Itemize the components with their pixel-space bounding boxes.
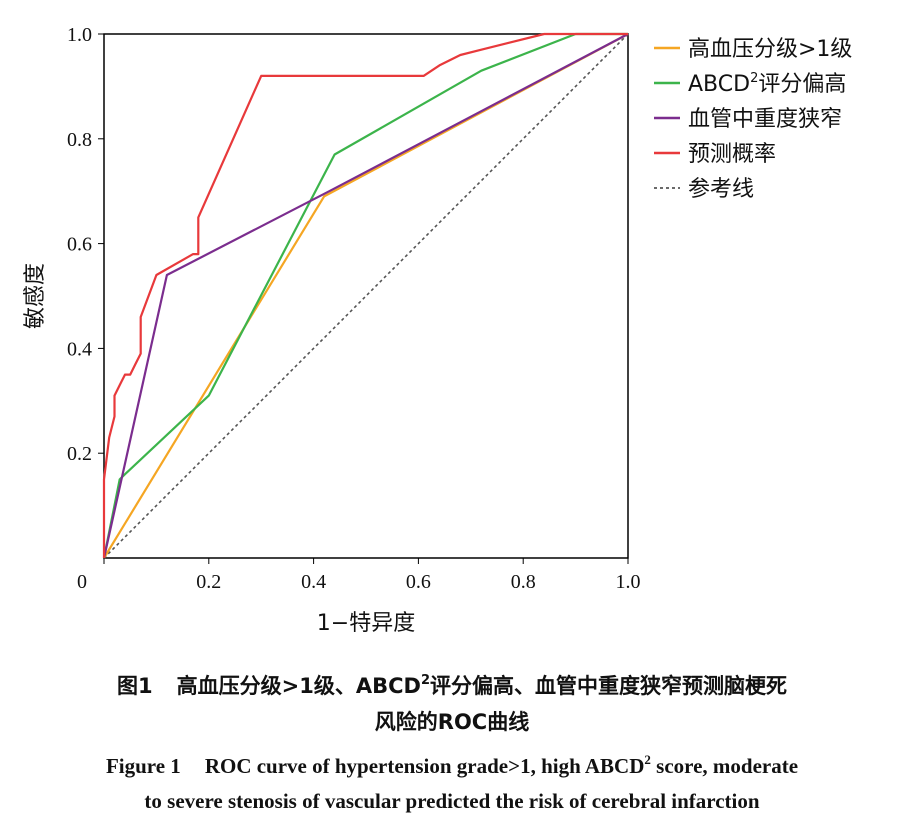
y-tick-label: 0.2 bbox=[67, 443, 92, 465]
series-line-0 bbox=[103, 33, 629, 559]
caption-en-text-b: score, moderate bbox=[650, 754, 799, 779]
caption-en-label: Figure 1 bbox=[105, 754, 181, 779]
caption-en-sup: 2 bbox=[644, 752, 651, 767]
caption-zh-text-a: 高血压分级>1级、ABCD bbox=[176, 674, 421, 698]
y-tick-label: 1.0 bbox=[67, 24, 92, 46]
y-axis-title: 敏感度 bbox=[23, 263, 48, 329]
caption-zh-label: 图1 bbox=[117, 674, 153, 698]
series-line-3 bbox=[102, 32, 628, 558]
y-tick-label: 0.4 bbox=[67, 338, 92, 360]
legend-label-4: 参考线 bbox=[688, 177, 754, 202]
caption-zh-line2: 风险的ROC曲线 bbox=[0, 706, 904, 736]
legend-label-2: 血管中重度狭窄 bbox=[688, 107, 842, 132]
series-layer bbox=[102, 32, 629, 559]
legend-label-3: 预测概率 bbox=[688, 142, 776, 167]
roc-chart: 0 0.2 0.4 0.6 0.8 1.0 0.2 0.4 0.6 0.8 1.0 敏感度 1−特异… bbox=[23, 24, 852, 636]
x-tick-label: 0.8 bbox=[511, 571, 536, 593]
caption-zh-line1: 图1 高血压分级>1级、ABCD2评分偏高、血管中重度狭窄预测脑梗死 bbox=[0, 670, 904, 700]
series-line-4 bbox=[103, 33, 629, 559]
series-line-2 bbox=[102, 33, 629, 559]
caption-zh-text-b: 评分偏高、血管中重度狭窄预测脑梗死 bbox=[430, 674, 787, 698]
y-tick-label: 0.8 bbox=[67, 129, 92, 151]
caption-en-text-c: to severe stenosis of vascular predicted… bbox=[144, 789, 760, 813]
caption-en-line1: Figure 1 ROC curve of hypertension grade>… bbox=[0, 752, 904, 779]
x-tick-label: 1.0 bbox=[616, 571, 641, 593]
x-tick-label: 0.2 bbox=[196, 571, 221, 593]
caption-zh-text-c: 风险的ROC曲线 bbox=[374, 710, 530, 734]
series-line-1 bbox=[102, 32, 628, 559]
legend-label-0: 高血压分级>1级 bbox=[688, 37, 852, 62]
x-tick-label: 0 bbox=[77, 571, 87, 593]
plot-area: 0 0.2 0.4 0.6 0.8 1.0 0.2 0.4 0.6 0.8 1.0 bbox=[67, 24, 641, 593]
x-axis-title: 1−特异度 bbox=[317, 611, 415, 636]
plot-frame bbox=[103, 33, 629, 559]
caption-en-text-a: ROC curve of hypertension grade>1, high … bbox=[204, 754, 645, 779]
y-tick-label: 0.6 bbox=[67, 234, 92, 256]
caption-en-line2: to severe stenosis of vascular predicted… bbox=[0, 789, 904, 814]
tick-layer: 0 0.2 0.4 0.6 0.8 1.0 0.2 0.4 0.6 0.8 1.0 bbox=[67, 24, 641, 593]
legend-label-1: ABCD2评分偏高 bbox=[688, 71, 846, 97]
x-tick-label: 0.4 bbox=[301, 571, 326, 593]
caption-zh-sup: 2 bbox=[420, 672, 430, 688]
x-tick-label: 0.6 bbox=[406, 571, 431, 593]
